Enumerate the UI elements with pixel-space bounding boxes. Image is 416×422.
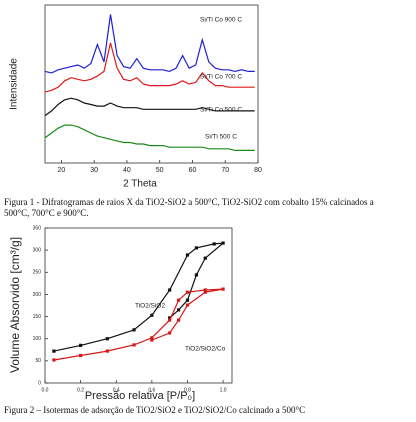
series-label: Si/Ti Co 900 C — [200, 17, 242, 24]
data-point — [168, 331, 172, 335]
data-point — [176, 298, 181, 302]
data-point — [105, 337, 109, 341]
data-point — [221, 241, 225, 245]
y-tick-label: 150 — [33, 314, 42, 320]
series-label: TiO2/SiO2/Co — [185, 346, 226, 353]
series-line — [44, 14, 255, 74]
caption: Figura 2 – Isotermas de adsorção de TiO2… — [4, 405, 306, 415]
series-line — [44, 124, 255, 151]
x-tick-label: 30 — [90, 167, 98, 174]
x-tick-label: 50 — [156, 167, 164, 174]
y-axis-label: Volume Absorvido [cm³/g] — [8, 237, 22, 373]
data-point — [150, 313, 154, 317]
series-label: Si/Ti Co 700 C — [200, 74, 242, 81]
x-tick-label: 70 — [221, 167, 229, 174]
x-axis-label: 2 Theta — [123, 179, 157, 190]
x-tick-label: 80 — [254, 167, 262, 174]
y-tick-label: 350 — [33, 225, 42, 231]
x-tick-label: 0.2 — [77, 387, 84, 393]
data-point — [203, 288, 207, 292]
data-point — [203, 256, 207, 260]
data-point — [185, 298, 190, 302]
data-point — [132, 328, 136, 332]
x-tick-label: 0.6 — [148, 387, 155, 393]
x-tick-label: 0.8 — [184, 387, 191, 393]
data-point — [150, 336, 154, 340]
data-point — [221, 287, 225, 291]
data-point — [176, 318, 181, 322]
series-label: TiO2/SiO2 — [135, 303, 165, 310]
series-label: Si/Ti Co 500 C — [200, 107, 242, 114]
y-tick-label: 300 — [33, 247, 42, 253]
x-tick-label: 20 — [57, 167, 65, 174]
x-tick-label: 40 — [123, 167, 131, 174]
series-line — [44, 42, 255, 93]
data-point — [52, 358, 56, 362]
x-axis-label: Pressão relativa [P/P₀] — [85, 390, 195, 402]
data-point — [132, 343, 136, 347]
data-point — [79, 343, 83, 347]
x-tick-label: 0.0 — [42, 387, 49, 393]
x-tick-label: 1.0 — [220, 387, 227, 393]
data-point — [185, 290, 190, 294]
series-label: Si/Ti 500 C — [205, 134, 237, 141]
series-line — [44, 97, 255, 117]
x-tick-label: 0.4 — [113, 387, 120, 393]
data-point — [52, 349, 56, 353]
plot-frame — [44, 4, 259, 164]
y-tick-label: 0 — [38, 380, 41, 386]
data-point — [176, 308, 181, 312]
data-point — [150, 338, 154, 342]
y-tick-label: 50 — [35, 358, 41, 364]
data-point — [194, 273, 198, 277]
plot-frame — [44, 227, 233, 384]
y-axis-label: Intensidade — [9, 58, 20, 110]
data-point — [79, 353, 83, 358]
data-point — [203, 290, 207, 294]
caption: Figura 1 - Difratogramas de raios X da T… — [4, 197, 374, 218]
y-tick-label: 250 — [33, 270, 42, 276]
data-point — [212, 242, 216, 246]
y-tick-label: 100 — [33, 336, 42, 342]
data-point — [185, 303, 190, 307]
x-tick-label: 60 — [189, 167, 197, 174]
data-point — [105, 349, 109, 353]
y-tick-label: 200 — [33, 292, 42, 298]
data-point — [168, 318, 172, 322]
data-point — [168, 316, 172, 320]
data-point — [168, 288, 172, 292]
data-point — [185, 253, 190, 257]
data-point — [194, 246, 198, 250]
